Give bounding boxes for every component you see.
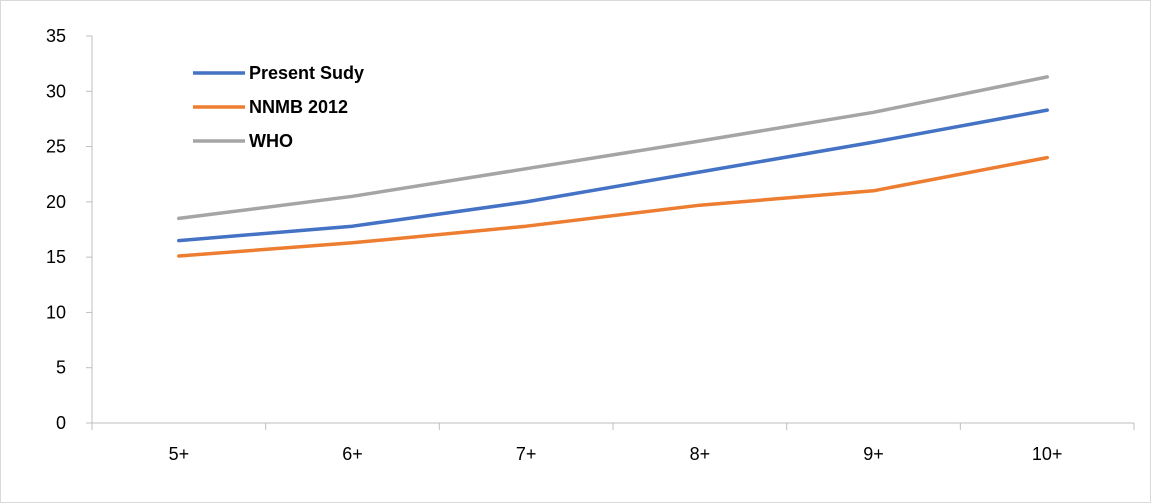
series-lines xyxy=(177,75,1049,258)
series-line-1 xyxy=(177,155,1049,258)
y-tick-label: 25 xyxy=(46,137,66,157)
y-tick-label: 5 xyxy=(56,358,66,378)
y-tick-label: 10 xyxy=(46,302,66,322)
legend-label-2: WHO xyxy=(249,131,293,151)
y-tick-label: 0 xyxy=(56,413,66,433)
y-tick-label: 35 xyxy=(46,26,66,46)
legend: Present Sudy NNMB 2012 WHO xyxy=(193,63,364,151)
x-tick-label: 6+ xyxy=(342,444,363,464)
axes: 0 5 10 15 20 25 30 35 5+ 6+ 7+ 8+ 9+ 10+ xyxy=(46,26,1135,464)
x-tick-label: 9+ xyxy=(863,444,884,464)
y-tick-label: 15 xyxy=(46,247,66,267)
series-line-2 xyxy=(177,75,1049,221)
x-tick-label: 8+ xyxy=(690,444,711,464)
legend-label-1: NNMB 2012 xyxy=(249,97,348,117)
y-tick-label: 30 xyxy=(46,81,66,101)
x-tick-label: 7+ xyxy=(516,444,537,464)
legend-label-0: Present Sudy xyxy=(249,63,364,83)
y-tick-label: 20 xyxy=(46,192,66,212)
series-line-0 xyxy=(177,108,1049,243)
x-tick-label: 10+ xyxy=(1032,444,1063,464)
x-tick-label: 5+ xyxy=(169,444,190,464)
